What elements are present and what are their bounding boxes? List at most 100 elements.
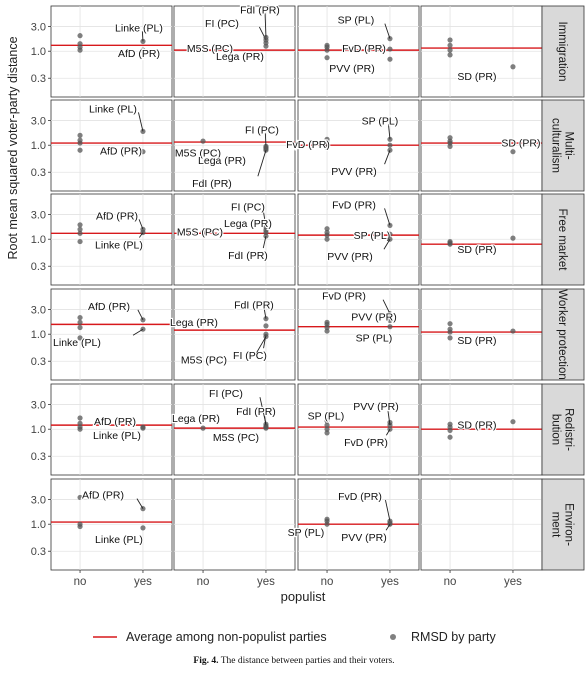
point-label: SP (PL) — [362, 115, 399, 127]
data-point — [77, 41, 83, 47]
data-point — [447, 47, 453, 53]
label-leader — [262, 235, 267, 249]
label-leader — [384, 208, 391, 226]
facet-panel: SP (PL) FvD (PR) PVV (PR) — [297, 5, 420, 98]
label-leader — [388, 124, 391, 140]
y-tick-label: 0.3 — [31, 167, 46, 179]
x-tick-label: no — [321, 576, 334, 588]
data-point — [387, 142, 393, 148]
label-leader — [385, 428, 391, 436]
x-tick-label: yes — [381, 576, 399, 588]
label-leader — [138, 112, 144, 132]
label-leader — [387, 410, 391, 426]
point-label: AfD (PR) — [96, 210, 138, 222]
label-leader — [136, 498, 144, 509]
facet-panel: FdI (PR) Lega (PR) FI (PC) M5S (PC) — [169, 288, 296, 381]
label-leader — [138, 232, 144, 238]
data-point — [77, 319, 83, 325]
faceted-scatter-chart: Root mean squared voter-party distance p… — [6, 3, 585, 644]
data-point — [77, 147, 83, 153]
data-point — [263, 147, 269, 153]
label-leader — [141, 31, 144, 42]
data-point — [387, 324, 393, 330]
data-point — [324, 42, 330, 48]
point-label: SD (PR) — [457, 420, 496, 432]
point-label: FvD (PR) — [338, 491, 382, 503]
facet-panel: FI (PC) M5S (PC)Lega (PR) FdI (PR) — [173, 99, 296, 192]
point-label: PVV (PR) — [327, 251, 373, 263]
point-label: FvD (PR) — [344, 437, 388, 449]
figure-caption: Fig. 4. The distance between parties and… — [0, 656, 588, 666]
point-label: FdI (PR) — [240, 4, 280, 16]
y-tick-label: 3.0 — [31, 305, 46, 317]
point-label: Lega (PR) — [198, 155, 246, 167]
data-point — [77, 335, 83, 341]
data-point — [387, 236, 393, 242]
point-label: Lega (PR) — [170, 317, 218, 329]
data-point — [324, 319, 330, 325]
point-label: SP (PL) — [308, 410, 345, 422]
data-point — [77, 226, 83, 232]
data-point — [324, 328, 330, 334]
label-leader — [256, 336, 267, 353]
data-point — [324, 226, 330, 232]
point-label: M5S (PC) — [213, 432, 259, 444]
data-point — [324, 236, 330, 242]
point-label: M5S (PC) — [177, 226, 223, 238]
facet-strip — [541, 5, 585, 98]
data-point — [447, 421, 453, 427]
data-point — [324, 229, 330, 236]
point-label: FI (PC) — [205, 18, 239, 30]
x-tick-label: yes — [134, 576, 152, 588]
facet-panel: FvD (PR) SP (PL) PVV (PR) — [297, 193, 420, 286]
data-point — [77, 415, 83, 421]
y-tick-label: 0.3 — [31, 546, 46, 558]
point-label: SD (PR) — [457, 335, 496, 347]
facet-panel: AfD (PR) Linke (PL) — [50, 288, 173, 381]
data-point — [510, 149, 516, 155]
data-point — [447, 238, 453, 245]
point-label: AfD (PR) — [100, 146, 142, 158]
data-point — [77, 521, 83, 527]
data-point — [263, 425, 269, 431]
data-point — [77, 238, 83, 245]
data-point — [387, 317, 393, 324]
point-label: FvD (PR) — [332, 199, 376, 211]
data-point — [263, 323, 269, 329]
point-label: FdI (PR) — [228, 250, 268, 262]
data-point — [77, 33, 83, 39]
facet-panel: Linke (PL) AfD (PR) — [50, 99, 173, 192]
data-point — [140, 525, 146, 531]
y-tick-label: 1.0 — [31, 424, 46, 436]
data-point — [324, 430, 330, 436]
point-label: Linke (PL) — [115, 22, 163, 34]
label-leader — [263, 308, 267, 319]
data-point — [200, 138, 206, 144]
facet-strip-label: Immigration — [556, 21, 568, 81]
facet-panel: FI (PC) Lega (PR)M5S (PC) FdI (PR) — [173, 193, 296, 286]
data-point — [324, 516, 330, 522]
facet-panel: SD (PR) — [420, 383, 543, 476]
point-label: SP (PL) — [288, 527, 325, 539]
facet-panel: FvD (PR) SP (PL) PVV (PR) — [287, 478, 420, 571]
facet-panel: FI (PC) FdI (PR) Lega (PR) M5S (PC) — [171, 383, 296, 476]
point-label: Lega (PR) — [216, 51, 264, 63]
data-point — [387, 147, 393, 153]
data-point — [324, 55, 330, 61]
point-label: FI (PC) — [245, 124, 279, 136]
data-point — [510, 235, 516, 241]
x-tick-label: no — [74, 576, 87, 588]
point-label: M5S (PC) — [175, 148, 221, 160]
data-point — [200, 425, 206, 431]
data-point — [387, 231, 393, 237]
label-leader — [132, 328, 144, 336]
data-point — [447, 326, 453, 332]
point-label: PVV (PR) — [341, 532, 387, 544]
data-point — [140, 47, 146, 53]
data-point — [387, 46, 393, 52]
data-point — [263, 229, 269, 236]
label-leader — [382, 299, 391, 314]
label-leader — [264, 133, 267, 147]
data-point — [77, 132, 83, 138]
point-label: AfD (PR) — [118, 48, 160, 60]
